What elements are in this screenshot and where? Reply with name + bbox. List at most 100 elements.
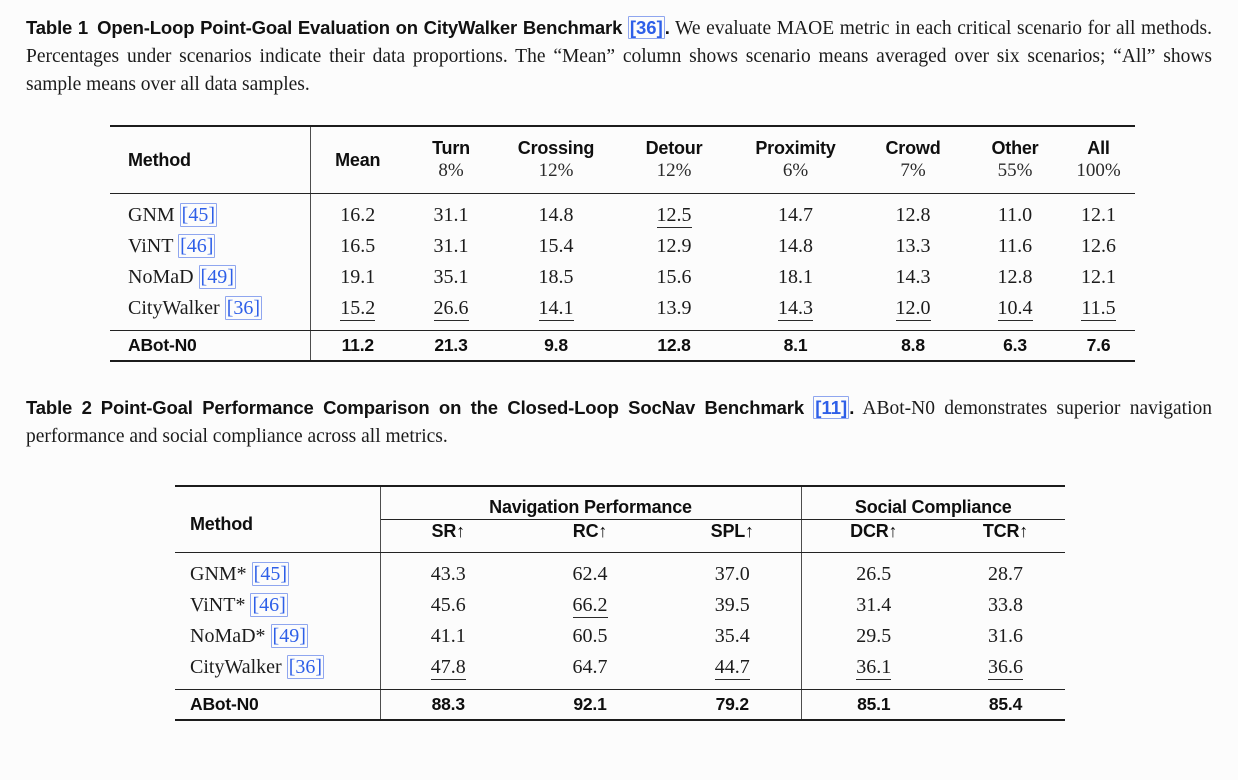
table-row-abot-n0: ABot-N0 11.2 21.3 9.8 12.8 8.1 8.8 6.3 7… <box>110 330 1135 361</box>
citation-link-36[interactable]: [36] <box>627 16 665 39</box>
column-header-tcr: TCR↑ <box>946 519 1065 553</box>
value-cell: 9.8 <box>544 335 568 355</box>
value-cell: 31.1 <box>433 204 469 226</box>
value-cell: 37.0 <box>664 552 802 590</box>
value-cell: 14.1 <box>497 293 615 331</box>
value-cell: 19.1 <box>340 266 376 288</box>
value-cell: 47.8 <box>380 652 516 690</box>
citation-link-36[interactable]: [36] <box>224 296 263 320</box>
value-cell: 36.6 <box>946 652 1065 690</box>
value-cell: 66.2 <box>572 594 608 618</box>
value-cell: 12.1 <box>1081 266 1116 288</box>
value-cell: 18.1 <box>778 266 813 288</box>
value-cell: 44.7 <box>664 652 802 690</box>
column-header-crossing: Crossing 12% <box>497 126 615 194</box>
value-cell: 62.4 <box>572 563 608 585</box>
value-cell: 31.4 <box>856 594 892 616</box>
table1-caption-body: We evaluate MAOE metric in each critical… <box>26 18 1213 95</box>
value-cell: 31.6 <box>988 625 1023 647</box>
table2-caption-body: ABot-N0 demonstrates superior navigation… <box>26 398 1213 447</box>
value-cell: 14.8 <box>538 204 574 226</box>
value-cell: 12.9 <box>656 235 692 257</box>
table-row-citywalker: CityWalker [36] 15.2 26.6 14.1 13.9 14.3… <box>110 293 1135 331</box>
citation-link-49[interactable]: [49] <box>198 265 236 289</box>
value-cell: 45.6 <box>430 594 466 616</box>
column-header-mean: Mean <box>310 126 405 194</box>
value-cell: 11.2 <box>341 335 374 355</box>
value-cell: 11.5 <box>1062 293 1135 331</box>
method-cell: CityWalker [36] <box>175 652 381 690</box>
column-header-sr: SR↑ <box>380 519 516 553</box>
value-cell: 79.2 <box>664 689 802 720</box>
value-cell: 11.6 <box>997 235 1033 257</box>
citation-link-11[interactable]: [11] <box>813 396 850 419</box>
citation-link-36[interactable]: [36] <box>286 655 325 679</box>
table-row-nomad-star: NoMaD* [49] 41.1 60.5 35.4 29.5 31.6 <box>175 621 1065 652</box>
value-cell: 13.3 <box>895 235 931 257</box>
value-cell: 60.5 <box>572 625 608 647</box>
value-cell: 14.8 <box>778 235 813 257</box>
value-cell: 85.1 <box>857 694 891 714</box>
table-row-citywalker: CityWalker [36] 47.8 64.7 44.7 36.1 36.6 <box>175 652 1065 690</box>
column-header-crowd: Crowd 7% <box>858 126 968 194</box>
value-cell: 16.2 <box>340 204 376 226</box>
group-header-navigation-performance: Navigation Performance <box>380 486 802 520</box>
method-cell: CityWalker [36] <box>110 293 311 331</box>
citation-link-46[interactable]: [46] <box>178 234 216 258</box>
table-row-nomad: NoMaD [49] 19.1 35.1 18.5 15.6 18.1 14.3… <box>110 262 1135 293</box>
citation-link-45[interactable]: [45] <box>179 203 217 227</box>
citation-link-49[interactable]: [49] <box>270 624 308 648</box>
value-cell: 11.0 <box>997 204 1033 226</box>
method-cell: ViNT [46] <box>110 231 311 262</box>
value-cell: 85.4 <box>988 694 1023 714</box>
method-cell: ABot-N0 <box>175 689 381 720</box>
method-cell: ABot-N0 <box>110 330 311 361</box>
value-cell: 12.0 <box>858 293 968 331</box>
value-cell: 35.1 <box>433 266 469 288</box>
value-cell: 12.8 <box>657 335 691 355</box>
value-cell: 21.3 <box>434 335 468 355</box>
table-row-vint: ViNT [46] 16.5 31.1 15.4 12.9 14.8 13.3 … <box>110 231 1135 262</box>
value-cell: 12.1 <box>1081 204 1116 226</box>
method-cell: GNM* [45] <box>175 552 381 590</box>
value-cell: 26.6 <box>405 293 497 331</box>
table1-caption: Table 1 Open-Loop Point-Goal Evaluation o… <box>26 14 1212 99</box>
table1-caption-title: Open-Loop Point-Goal Evaluation on CityW… <box>97 17 623 38</box>
citation-link-46[interactable]: [46] <box>250 593 288 617</box>
table2-caption: Table 2 Point-Goal Performance Comparison… <box>26 394 1212 451</box>
method-cell: GNM [45] <box>110 193 311 231</box>
table2-caption-title: Point-Goal Performance Comparison on the… <box>100 397 804 418</box>
value-cell: 13.9 <box>615 293 733 331</box>
value-cell: 33.8 <box>988 594 1023 616</box>
method-cell: NoMaD* [49] <box>175 621 381 652</box>
table-row-gnm: GNM [45] 16.2 31.1 14.8 12.5 14.7 12.8 1… <box>110 193 1135 231</box>
value-cell: 8.1 <box>783 335 808 355</box>
value-cell: 15.6 <box>656 266 692 288</box>
value-cell: 29.5 <box>856 625 892 647</box>
group-header-social-compliance: Social Compliance <box>801 486 1065 520</box>
value-cell: 35.4 <box>664 621 802 652</box>
value-cell: 26.5 <box>856 563 892 585</box>
value-cell: 15.2 <box>310 293 405 331</box>
column-header-all: All 100% <box>1062 126 1135 194</box>
column-header-detour: Detour 12% <box>615 126 733 194</box>
column-header-method: Method <box>175 486 381 553</box>
citation-link-45[interactable]: [45] <box>251 562 289 586</box>
value-cell: 14.7 <box>778 204 813 226</box>
value-cell: 36.1 <box>801 652 946 690</box>
value-cell: 6.3 <box>1003 335 1027 355</box>
value-cell: 92.1 <box>573 694 607 714</box>
value-cell: 14.3 <box>733 293 858 331</box>
value-cell: 31.1 <box>433 235 469 257</box>
column-header-proximity: Proximity 6% <box>733 126 858 194</box>
table2-caption-label: Table 2 <box>26 397 92 418</box>
value-cell: 7.6 <box>1086 335 1111 355</box>
column-header-spl: SPL↑ <box>664 519 802 553</box>
table-row-gnm-star: GNM* [45] 43.3 62.4 37.0 26.5 28.7 <box>175 552 1065 590</box>
table1-header-row: Method Mean Turn 8% Crossing 12% Detour … <box>110 126 1135 194</box>
value-cell: 12.6 <box>1081 235 1116 257</box>
column-header-dcr: DCR↑ <box>801 519 946 553</box>
value-cell: 12.5 <box>656 204 692 228</box>
value-cell: 88.3 <box>431 694 465 714</box>
